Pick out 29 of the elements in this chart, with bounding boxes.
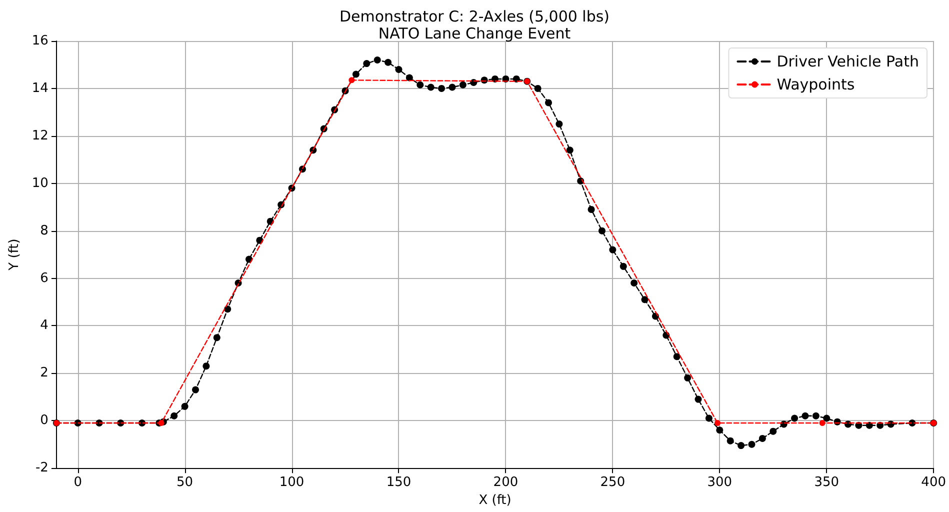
point	[348, 77, 355, 84]
legend-label: Driver Vehicle Path	[776, 52, 920, 70]
point	[158, 420, 164, 426]
x-tick-label: 400	[921, 475, 946, 490]
x-tick-label: 350	[814, 475, 840, 490]
y-tick-label: 6	[40, 270, 48, 286]
y-tick-label: 14	[32, 80, 48, 96]
x-tick-label: 50	[176, 475, 194, 490]
y-tick-label: -2	[35, 460, 48, 476]
x-tick-label: 150	[386, 475, 412, 490]
x-tick-label: 100	[279, 475, 304, 490]
point	[714, 420, 721, 426]
x-tick-label: 250	[600, 475, 626, 490]
x-axis-title: X (ft)	[478, 493, 512, 508]
x-tick-label: 0	[74, 475, 82, 490]
chart-title: Demonstrator C: 2-Axles (5,000 lbs)	[339, 8, 610, 26]
y-tick-label: 0	[40, 413, 48, 428]
y-tick-label: 10	[32, 176, 48, 191]
chart-subtitle: NATO Lane Change Event	[378, 24, 571, 42]
y-axis-title: Y (ft)	[7, 238, 22, 272]
x-tick-label: 300	[707, 475, 732, 490]
point	[819, 420, 826, 426]
y-tick-label: 2	[40, 366, 48, 381]
y-tick-label: 4	[40, 318, 48, 334]
y-tick-label: 8	[40, 223, 48, 238]
legend-label: Waypoints	[776, 76, 855, 94]
y-tick-label: 12	[32, 128, 48, 144]
x-tick-label: 200	[493, 475, 518, 490]
y-tick-label: 16	[32, 34, 48, 48]
